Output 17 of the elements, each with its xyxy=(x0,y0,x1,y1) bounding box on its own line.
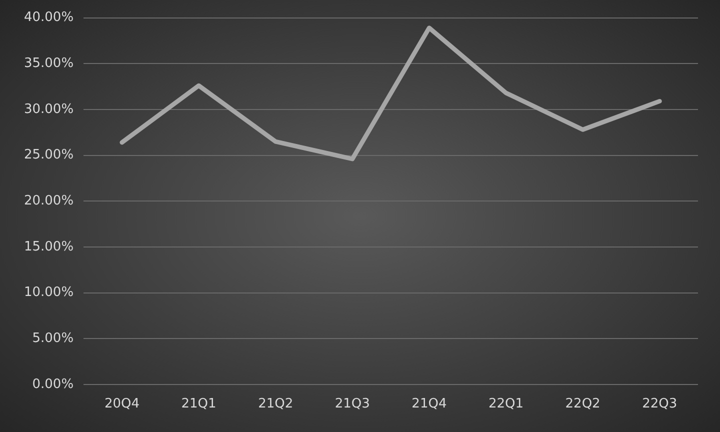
x-tick-label: 21Q4 xyxy=(412,396,447,412)
x-tick-label: 20Q4 xyxy=(104,396,140,412)
y-tick-label: 10.00% xyxy=(24,285,74,300)
y-tick-label: 20.00% xyxy=(24,193,74,208)
y-tick-label: 30.00% xyxy=(24,102,74,117)
x-tick-label: 21Q2 xyxy=(258,396,294,412)
y-tick-label: 0.00% xyxy=(32,376,74,392)
y-tick-label: 5.00% xyxy=(32,330,74,346)
x-tick-label: 22Q2 xyxy=(565,396,600,412)
y-tick-label: 35.00% xyxy=(24,56,74,71)
x-tick-label: 21Q1 xyxy=(181,396,216,412)
x-tick-label: 22Q3 xyxy=(642,396,678,412)
y-tick-label: 25.00% xyxy=(24,148,74,163)
x-tick-label: 22Q1 xyxy=(488,396,524,412)
y-tick-label: 40.00% xyxy=(24,10,74,26)
y-tick-label: 15.00% xyxy=(24,239,74,254)
x-tick-label: 21Q3 xyxy=(334,396,370,412)
